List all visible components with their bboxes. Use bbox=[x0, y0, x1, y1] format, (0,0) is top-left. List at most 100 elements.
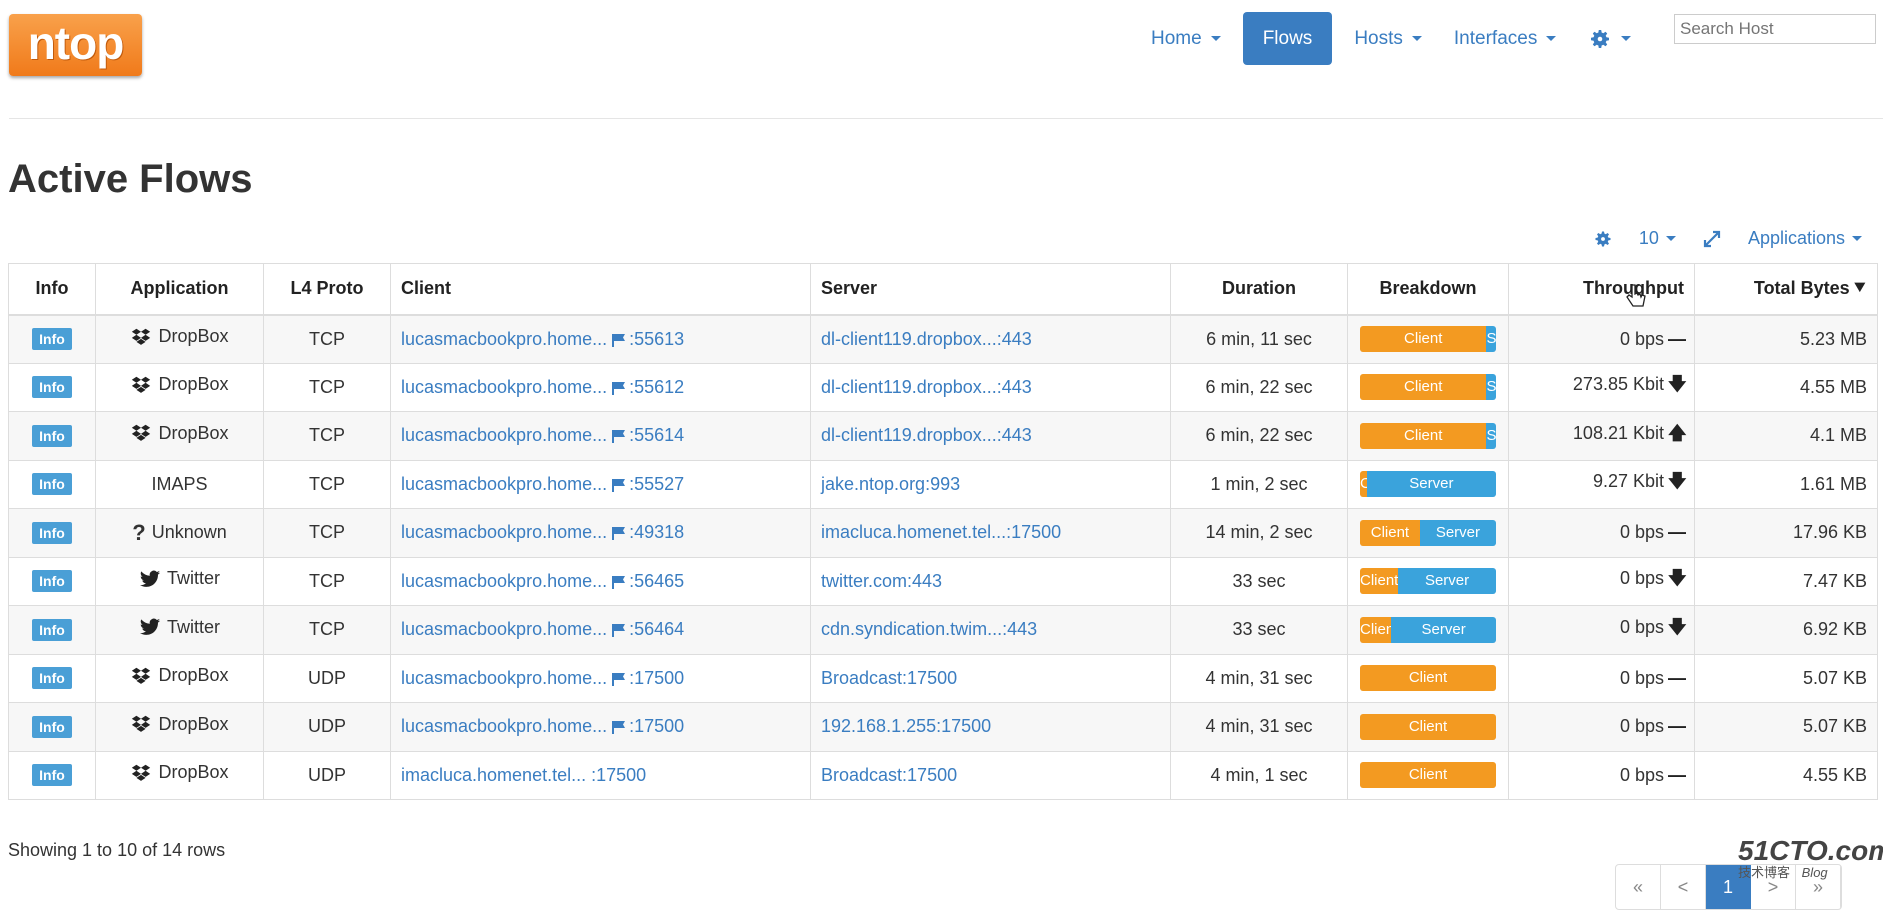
nav-flows[interactable]: Flows bbox=[1242, 12, 1333, 65]
server-bar-segment: Server bbox=[1419, 519, 1496, 546]
server-port-link[interactable]: :443 bbox=[1002, 619, 1038, 640]
info-button[interactable]: Info bbox=[32, 715, 72, 738]
info-button[interactable]: Info bbox=[32, 376, 72, 399]
server-host-link[interactable]: 192.168.1.255 bbox=[821, 716, 937, 737]
client-host-link[interactable]: lucasmacbookpro.home... bbox=[401, 522, 608, 543]
col-server[interactable]: Server bbox=[810, 263, 1171, 316]
col-application[interactable]: Application bbox=[95, 263, 264, 316]
server-bar-segment: Server bbox=[1366, 471, 1496, 498]
gear-icon bbox=[1591, 29, 1610, 48]
server-port-link[interactable]: :17500 bbox=[1006, 522, 1062, 543]
server-host-link[interactable]: dl-client119.dropbox... bbox=[821, 328, 997, 349]
client-port-link[interactable]: :56464 bbox=[629, 619, 685, 640]
arrow-down-icon: 🡇 bbox=[1668, 568, 1687, 589]
col-throughput[interactable]: Throughput bbox=[1508, 263, 1695, 316]
info-button[interactable]: Info bbox=[32, 328, 72, 350]
page-current-button[interactable]: 1 bbox=[1706, 865, 1751, 909]
col-total-bytes-label: Total Bytes bbox=[1753, 278, 1850, 299]
info-button[interactable]: Info bbox=[32, 764, 72, 787]
col-total-bytes[interactable]: Total Bytes ⯆ bbox=[1694, 263, 1878, 316]
page-last-button[interactable]: » bbox=[1796, 865, 1841, 909]
client-host-link[interactable]: imacluca.homenet.tel... bbox=[401, 764, 587, 785]
chevron-down-icon bbox=[1411, 36, 1422, 41]
client-host-link[interactable]: lucasmacbookpro.home... bbox=[401, 619, 608, 640]
server-host-link[interactable]: dl-client119.dropbox... bbox=[821, 425, 997, 446]
server-host-link[interactable]: imacluca.homenet.tel... bbox=[821, 522, 1007, 543]
client-port-link[interactable]: :17500 bbox=[629, 716, 685, 737]
breakdown-bar: Client bbox=[1360, 713, 1496, 740]
gear-icon bbox=[1595, 231, 1611, 246]
breakdown-cell: Client Server bbox=[1347, 556, 1509, 606]
info-button[interactable]: Info bbox=[32, 521, 72, 544]
col-breakdown[interactable]: Breakdown bbox=[1347, 263, 1509, 316]
client-port-link[interactable]: :49318 bbox=[629, 522, 685, 543]
info-cell: Info bbox=[8, 314, 96, 364]
client-host-link[interactable]: lucasmacbookpro.home... bbox=[401, 570, 608, 591]
server-host-link[interactable]: Broadcast bbox=[821, 667, 903, 688]
info-button[interactable]: Info bbox=[32, 618, 72, 641]
server-port-link[interactable]: :17500 bbox=[902, 667, 958, 688]
breakdown-cell: Client bbox=[1347, 750, 1509, 800]
info-button[interactable]: Info bbox=[32, 473, 72, 496]
twitter-icon bbox=[139, 568, 161, 590]
server-host-link[interactable]: Broadcast bbox=[821, 764, 903, 785]
col-client[interactable]: Client bbox=[390, 263, 811, 316]
server-port-link[interactable]: :443 bbox=[907, 570, 943, 591]
client-port-link[interactable]: :56465 bbox=[629, 570, 685, 591]
info-button[interactable]: Info bbox=[32, 570, 72, 593]
client-port-link[interactable]: :55613 bbox=[629, 328, 685, 349]
server-host-link[interactable]: dl-client119.dropbox... bbox=[821, 376, 997, 397]
server-host-link[interactable]: jake.ntop.org bbox=[821, 473, 926, 494]
page-size-value: 10 bbox=[1638, 228, 1659, 248]
server-host-link[interactable]: twitter.com bbox=[821, 570, 908, 591]
client-port-link[interactable]: :17500 bbox=[591, 764, 647, 785]
breakdown-bar: Client S bbox=[1360, 374, 1496, 401]
server-port-link[interactable]: :443 bbox=[996, 376, 1032, 397]
page-first-button[interactable]: « bbox=[1616, 865, 1661, 909]
duration-cell: 6 min, 22 sec bbox=[1170, 411, 1348, 461]
page-prev-button[interactable]: < bbox=[1661, 865, 1706, 909]
total-bytes-cell: 17.96 KB bbox=[1694, 508, 1878, 558]
client-port-link[interactable]: :55527 bbox=[629, 473, 685, 494]
proto-cell: TCP bbox=[263, 362, 391, 412]
nav-home[interactable]: Home bbox=[1135, 12, 1237, 65]
client-host-link[interactable]: lucasmacbookpro.home... bbox=[401, 376, 608, 397]
flows-table: Info Application L4 Proto Client Server … bbox=[8, 263, 1878, 800]
page-next-button[interactable]: > bbox=[1751, 865, 1796, 909]
client-host-link[interactable]: lucasmacbookpro.home... bbox=[401, 328, 608, 349]
client-port-link[interactable]: :55612 bbox=[629, 376, 685, 397]
client-port-link[interactable]: :55614 bbox=[629, 425, 685, 446]
col-info[interactable]: Info bbox=[8, 263, 96, 316]
page-size-dropdown[interactable]: 10 bbox=[1639, 228, 1676, 249]
nav-settings[interactable] bbox=[1572, 12, 1647, 65]
application-name: DropBox bbox=[158, 374, 229, 395]
server-port-link[interactable]: :17500 bbox=[936, 716, 992, 737]
client-host-link[interactable]: lucasmacbookpro.home... bbox=[401, 425, 608, 446]
arrow-down-icon: 🡇 bbox=[1668, 374, 1687, 395]
server-port-link[interactable]: :993 bbox=[925, 473, 961, 494]
info-button[interactable]: Info bbox=[32, 667, 72, 690]
search-host-input[interactable] bbox=[1674, 14, 1876, 44]
fullscreen-button[interactable] bbox=[1702, 229, 1722, 249]
server-port-link[interactable]: :443 bbox=[996, 425, 1032, 446]
columns-settings-button[interactable] bbox=[1593, 229, 1613, 249]
server-port-link[interactable]: :443 bbox=[996, 328, 1032, 349]
arrow-down-icon: 🡇 bbox=[1668, 616, 1687, 637]
server-host-link[interactable]: cdn.syndication.twim... bbox=[821, 619, 1003, 640]
throughput-value: 0 bps bbox=[1619, 667, 1664, 688]
server-port-link[interactable]: :17500 bbox=[902, 764, 958, 785]
col-duration[interactable]: Duration bbox=[1170, 263, 1348, 316]
total-bytes-cell: 4.1 MB bbox=[1694, 411, 1878, 461]
client-host-link[interactable]: lucasmacbookpro.home... bbox=[401, 716, 608, 737]
nav-interfaces[interactable]: Interfaces bbox=[1438, 12, 1572, 65]
client-host-link[interactable]: lucasmacbookpro.home... bbox=[401, 667, 608, 688]
nav-hosts[interactable]: Hosts bbox=[1338, 12, 1438, 65]
applications-filter-dropdown[interactable]: Applications bbox=[1748, 228, 1862, 249]
throughput-cell: 0 bps — bbox=[1508, 653, 1695, 703]
client-host-link[interactable]: lucasmacbookpro.home... bbox=[401, 473, 608, 494]
client-cell: lucasmacbookpro.home... :49318 bbox=[390, 508, 811, 558]
info-button[interactable]: Info bbox=[32, 424, 72, 447]
client-port-link[interactable]: :17500 bbox=[629, 667, 685, 688]
col-l4-proto[interactable]: L4 Proto bbox=[263, 263, 391, 316]
ntop-logo[interactable]: ntop bbox=[9, 14, 142, 76]
